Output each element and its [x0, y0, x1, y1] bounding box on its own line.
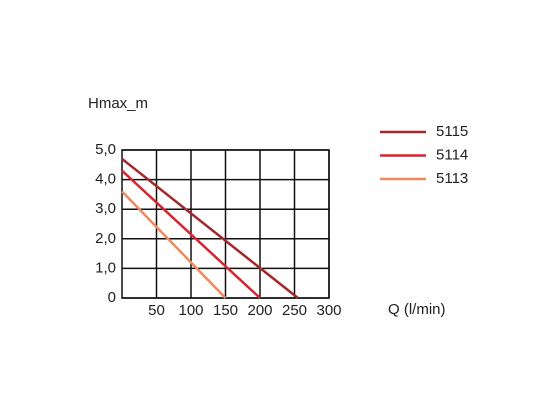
legend-label: 5114	[436, 146, 468, 163]
x-tick-label: 50	[148, 302, 165, 319]
y-tick-label: 2,0	[95, 230, 116, 247]
y-axis-label: Hmax_m	[88, 95, 148, 112]
x-tick-label: 250	[282, 302, 307, 319]
y-tick-label: 1,0	[95, 259, 116, 276]
x-axis-label: Q (l/min)	[388, 301, 446, 318]
x-tick-label: 150	[213, 302, 238, 319]
legend-label: 5115	[436, 123, 468, 140]
data-line	[121, 169, 261, 299]
y-tick-label: 0	[108, 289, 116, 306]
data-line	[121, 190, 227, 299]
data-line	[121, 157, 299, 299]
x-tick-label: 100	[178, 302, 203, 319]
x-tick-label: 300	[316, 302, 341, 319]
legend-label: 5113	[436, 170, 468, 187]
y-tick-label: 3,0	[95, 200, 116, 217]
y-tick-label: 4,0	[95, 171, 116, 188]
y-tick-label: 5,0	[95, 141, 116, 158]
x-tick-label: 200	[247, 302, 272, 319]
